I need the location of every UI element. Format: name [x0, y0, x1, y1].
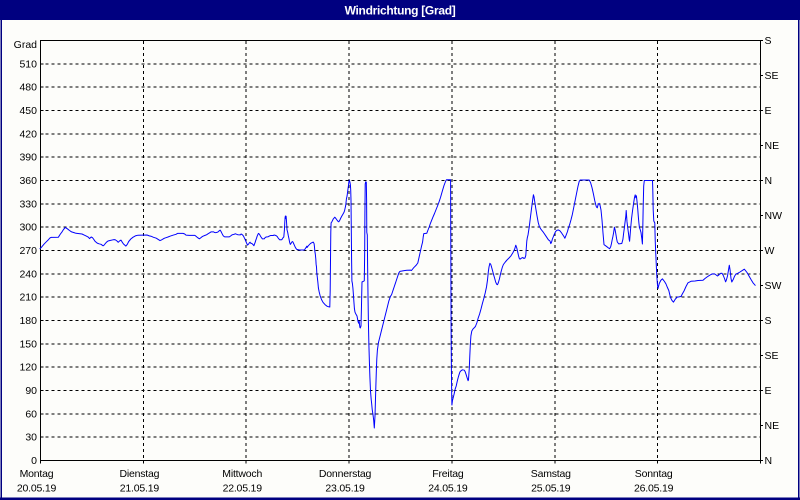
svg-text:25.05.19: 25.05.19 — [531, 483, 571, 495]
svg-text:SE: SE — [765, 70, 779, 82]
svg-text:120: 120 — [19, 362, 37, 374]
svg-text:NE: NE — [765, 140, 780, 152]
svg-text:Sonntag: Sonntag — [635, 468, 673, 480]
svg-text:0: 0 — [31, 455, 37, 467]
svg-text:240: 240 — [19, 268, 37, 280]
svg-text:Mittwoch: Mittwoch — [222, 468, 262, 480]
svg-text:90: 90 — [25, 385, 37, 397]
svg-text:510: 510 — [19, 58, 37, 70]
svg-text:300: 300 — [19, 222, 37, 234]
svg-text:Dienstag: Dienstag — [119, 468, 159, 480]
svg-text:20.05.19: 20.05.19 — [17, 483, 57, 495]
svg-text:W: W — [765, 245, 775, 257]
svg-text:270: 270 — [19, 245, 37, 257]
svg-text:390: 390 — [19, 152, 37, 164]
svg-text:SE: SE — [765, 350, 779, 362]
svg-text:Samstag: Samstag — [531, 468, 571, 480]
svg-text:22.05.19: 22.05.19 — [223, 483, 263, 495]
svg-text:24.05.19: 24.05.19 — [428, 483, 468, 495]
svg-text:S: S — [765, 35, 772, 47]
svg-text:330: 330 — [19, 198, 37, 210]
svg-text:30: 30 — [25, 432, 37, 444]
svg-text:Montag: Montag — [20, 468, 54, 480]
svg-text:480: 480 — [19, 82, 37, 94]
svg-text:180: 180 — [19, 315, 37, 327]
svg-text:21.05.19: 21.05.19 — [120, 483, 160, 495]
svg-text:E: E — [765, 105, 772, 117]
svg-text:N: N — [765, 175, 773, 187]
svg-text:Donnerstag: Donnerstag — [319, 468, 372, 480]
svg-text:E: E — [765, 385, 772, 397]
svg-text:420: 420 — [19, 128, 37, 140]
svg-text:S: S — [765, 315, 772, 327]
svg-text:150: 150 — [19, 338, 37, 350]
svg-text:360: 360 — [19, 175, 37, 187]
svg-text:N: N — [765, 455, 773, 467]
svg-text:450: 450 — [19, 105, 37, 117]
svg-text:60: 60 — [25, 408, 37, 420]
svg-text:26.05.19: 26.05.19 — [634, 483, 674, 495]
svg-text:Freitag: Freitag — [432, 468, 464, 480]
svg-text:NE: NE — [765, 420, 780, 432]
svg-text:23.05.19: 23.05.19 — [325, 483, 365, 495]
svg-text:SW: SW — [765, 280, 782, 292]
svg-text:210: 210 — [19, 292, 37, 304]
svg-text:Windrichtung [Grad]: Windrichtung [Grad] — [345, 4, 456, 18]
svg-text:NW: NW — [765, 210, 783, 222]
svg-text:Grad: Grad — [14, 39, 38, 51]
